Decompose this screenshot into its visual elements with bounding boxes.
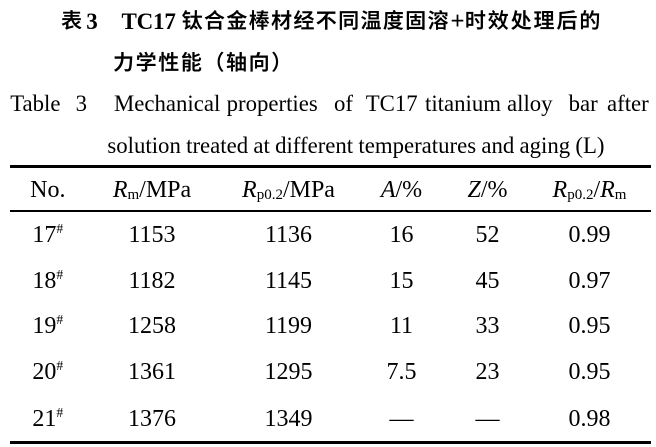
svg-text:3: 3 [86,9,98,34]
svg-text:+: + [450,8,464,35]
svg-text:TC17: TC17 [122,9,176,34]
